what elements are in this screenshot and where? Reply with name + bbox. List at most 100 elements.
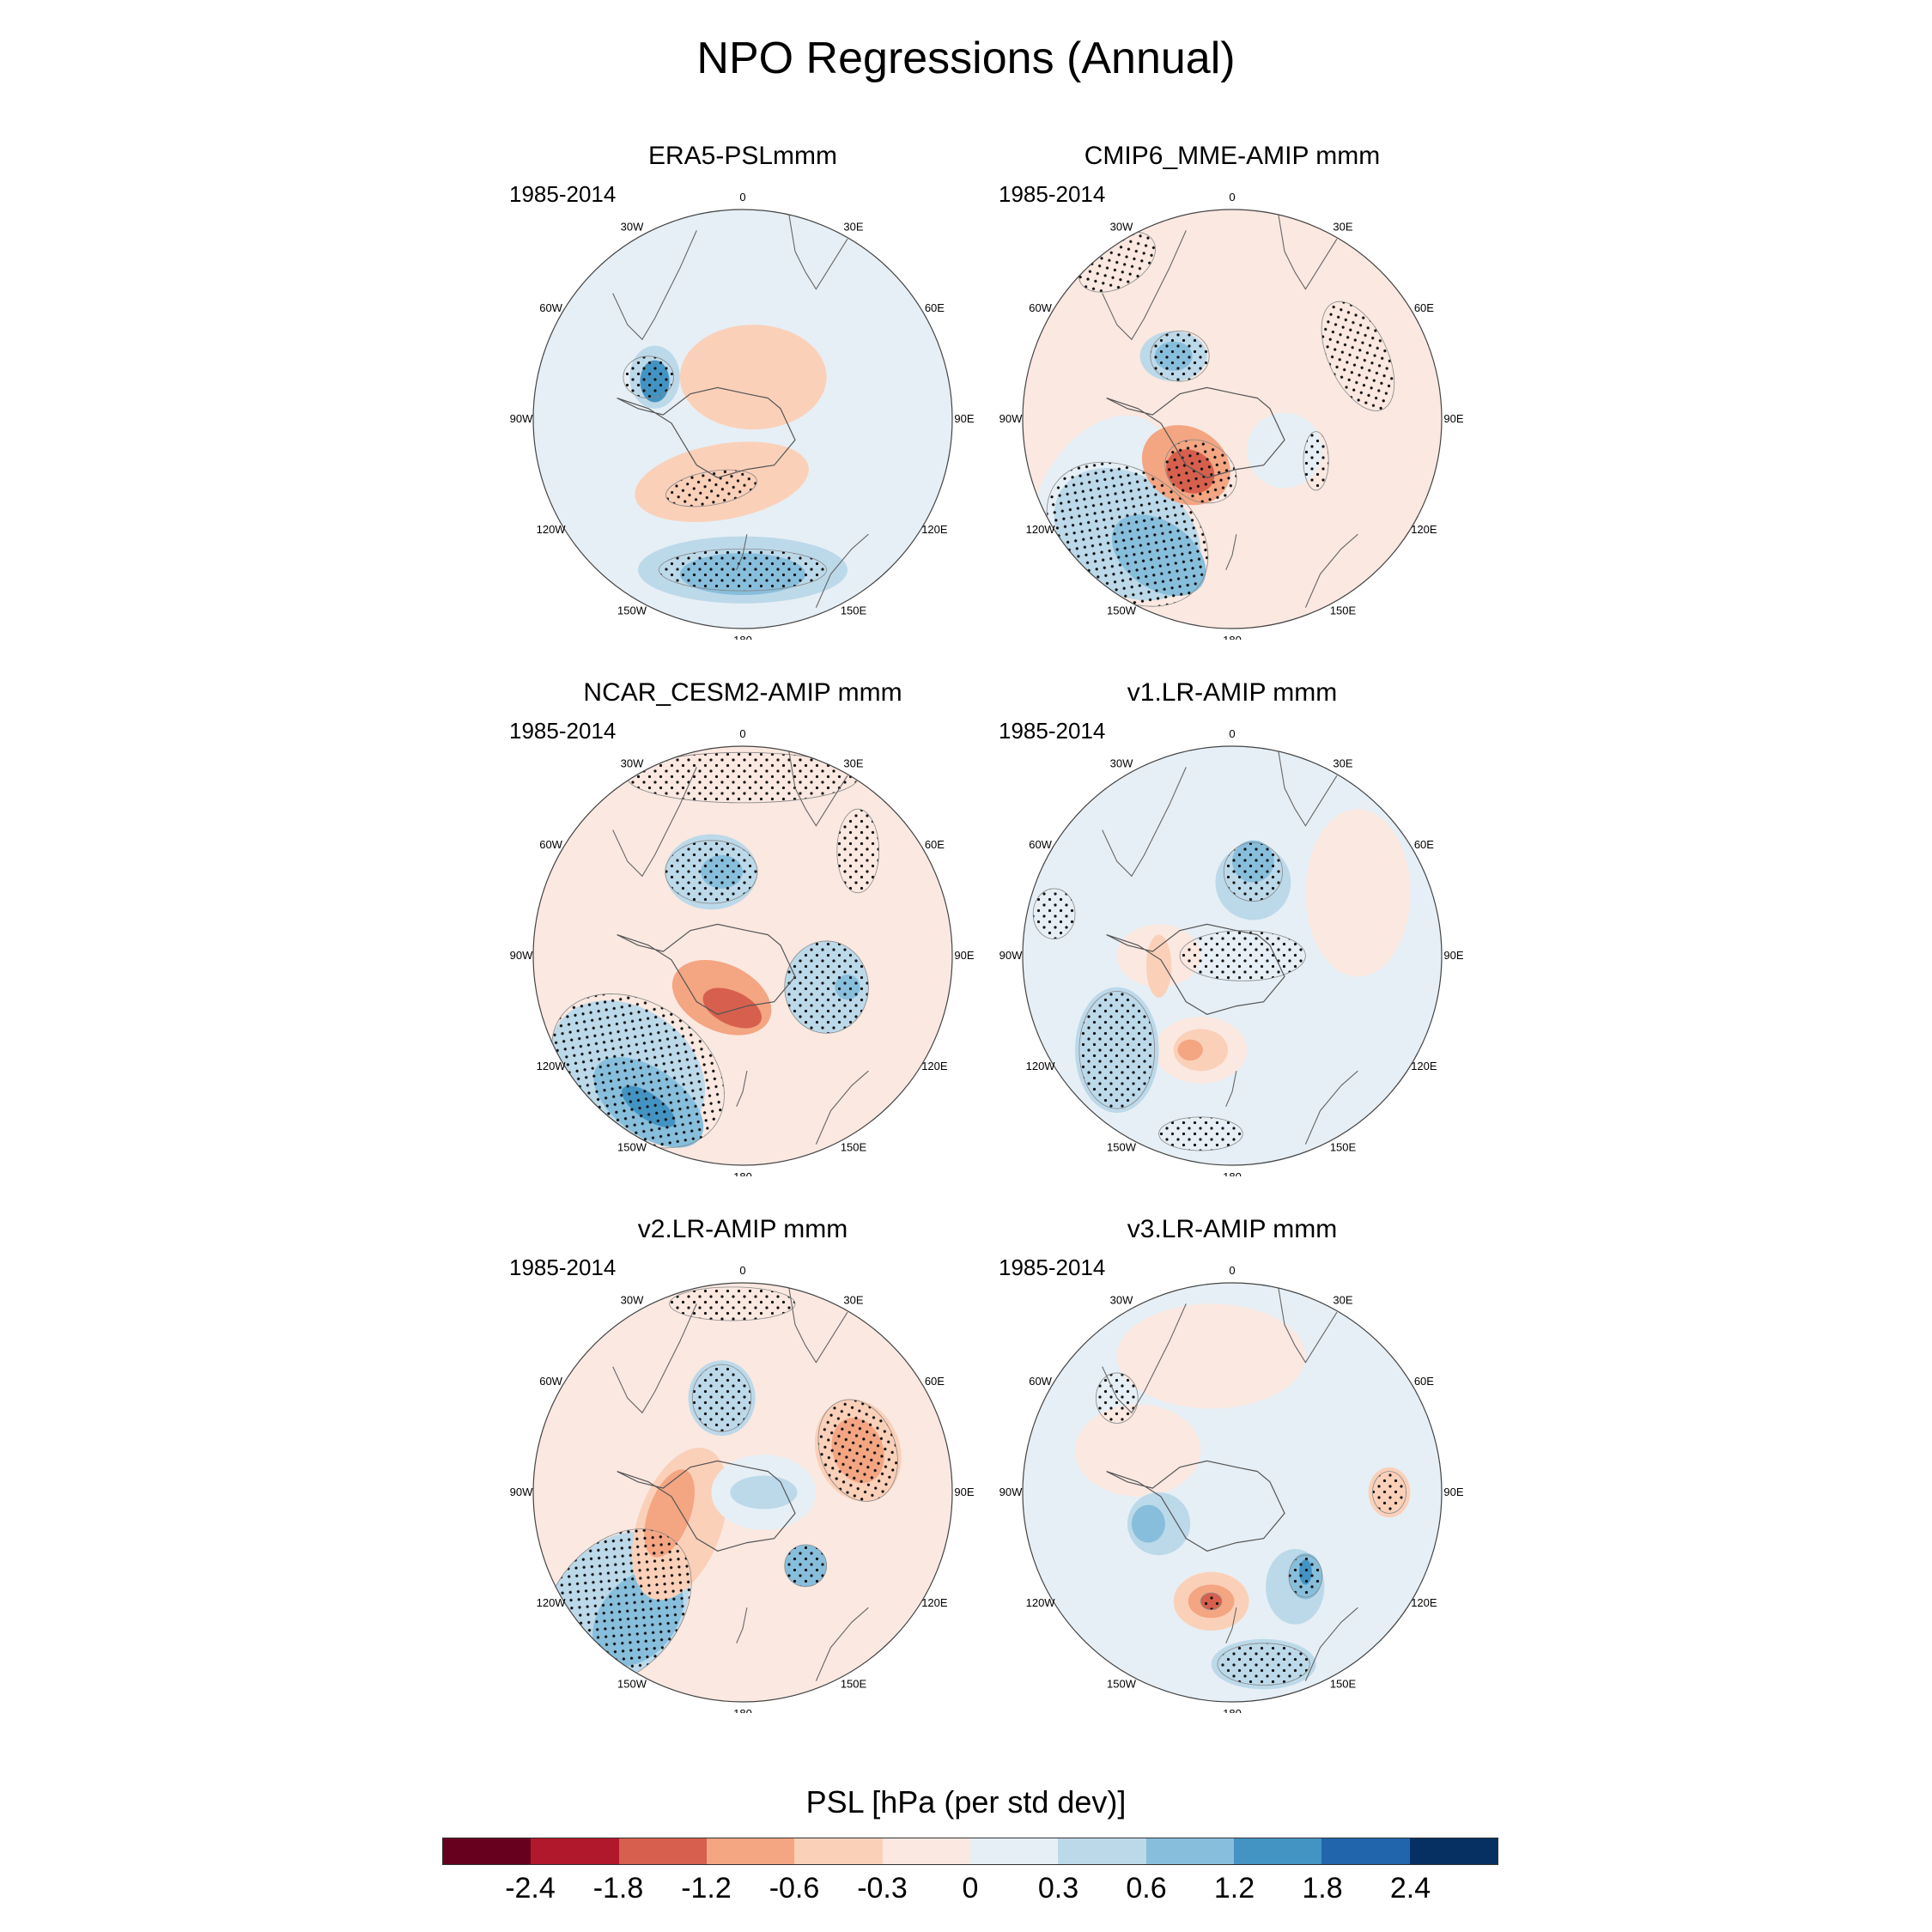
map-border	[1022, 745, 1443, 1166]
colorbar-tick-label: -1.8	[592, 1872, 644, 1905]
longitude-label: 120W	[1026, 1596, 1056, 1609]
longitude-label: 0	[1229, 1264, 1235, 1277]
longitude-label: 30W	[1110, 221, 1133, 234]
map-panel-v2lr: v2.LR-AMIP mmm 1985-2014 0 30E 60E 90E 120E 150…	[485, 1215, 1000, 1713]
significance-stipple	[1078, 991, 1156, 1109]
longitude-label: 30W	[1110, 1294, 1133, 1307]
significance-stipple	[1032, 888, 1076, 939]
anomaly-contour	[730, 1475, 798, 1510]
africa-coast	[1278, 750, 1338, 827]
map-border	[532, 745, 953, 1166]
panel-title: v3.LR-AMIP mmm	[1127, 1215, 1338, 1243]
south-america-coast	[1102, 767, 1187, 878]
longitude-label: 120E	[1411, 1060, 1437, 1072]
colorbar-box	[882, 1838, 970, 1864]
map-border	[1022, 209, 1443, 629]
longitude-label: 120W	[537, 1596, 567, 1609]
significance-stipple	[1179, 930, 1306, 981]
longitude-label: 150W	[1107, 1677, 1137, 1690]
colorbar-title: PSL [hPa (per std dev)]	[805, 1784, 1127, 1820]
anomaly-contour	[1075, 1404, 1201, 1497]
anomaly-contour	[1116, 1303, 1306, 1409]
new-zealand-coast	[1225, 534, 1237, 570]
colorbar-box	[1145, 1838, 1234, 1864]
map-panel-cmip6: CMIP6_MME-AMIP mmm 1985-2014 0 30E 60E 90E 120…	[975, 142, 1490, 640]
colorbar-tick-label: 0.6	[1126, 1872, 1167, 1905]
longitude-label: 90E	[1443, 949, 1463, 962]
significance-stipple	[692, 1364, 752, 1432]
polar-map: 0 30E 60E 90E 120E 150E 180 150W 120W 90W 60W 30W	[510, 191, 975, 640]
panel-title: v1.LR-AMIP mmm	[1127, 678, 1338, 707]
polar-map: 0 30E 60E 90E 120E 150E 180 150W 120W 90W 60W 30W	[510, 1264, 975, 1713]
longitude-label: 120W	[1026, 1060, 1056, 1072]
longitude-label: 180	[1223, 1170, 1242, 1176]
longitude-label: 60E	[925, 1375, 945, 1388]
significance-stipple	[1372, 1471, 1406, 1514]
significance-stipple	[836, 808, 880, 894]
longitude-label: 60E	[1414, 301, 1434, 314]
longitude-label: 60W	[539, 838, 562, 851]
period-label: 1985-2014	[999, 718, 1106, 744]
map-panel-era5: ERA5-PSLmmm 1985-2014 0 30E 60E 90E 120E 150E 18…	[485, 142, 1000, 640]
colorbar-tick-label: -2.4	[505, 1872, 556, 1905]
longitude-label: 120W	[1026, 523, 1056, 536]
south-america-coast	[612, 230, 697, 341]
period-label: 1985-2014	[509, 1255, 617, 1280]
main-title: NPO Regressions (Annual)	[696, 33, 1236, 83]
significance-stipple	[1321, 301, 1395, 411]
longitude-label: 30E	[843, 757, 863, 770]
colorbar-tick-label: 1.8	[1302, 1872, 1343, 1905]
longitude-label: 150W	[617, 1677, 647, 1690]
map-border	[1022, 1282, 1443, 1703]
significance-stipple	[1217, 1643, 1310, 1686]
period-label: 1985-2014	[999, 1255, 1106, 1280]
longitude-label: 120E	[1411, 1596, 1437, 1609]
colorbar-tick-label: 2.4	[1389, 1872, 1431, 1905]
new-zealand-coast	[1225, 1071, 1237, 1107]
longitude-label: 60E	[925, 301, 945, 314]
antarctica-coastline	[617, 386, 796, 478]
significance-stipple	[784, 1544, 828, 1588]
south-america-coast	[612, 1303, 697, 1414]
longitude-label: 30E	[843, 221, 863, 234]
significance-stipple	[1150, 331, 1210, 382]
africa-coast	[788, 1286, 848, 1364]
longitude-label: 180	[1223, 1707, 1242, 1713]
polar-map: 0 30E 60E 90E 120E 150E 180 150W 120W 90W 60W 30W	[510, 727, 975, 1176]
new-zealand-coast	[736, 1607, 748, 1643]
antarctica-coastline	[1106, 1460, 1285, 1552]
longitude-label: 150W	[617, 604, 647, 617]
colorbar	[442, 1838, 1498, 1865]
longitude-label: 120E	[921, 1596, 948, 1609]
colorbar-tick-label: -0.3	[857, 1872, 908, 1905]
significance-stipple	[627, 751, 859, 804]
australia-coast	[1304, 1607, 1358, 1681]
period-label: 1985-2014	[999, 181, 1106, 207]
longitude-label: 90W	[999, 949, 1023, 962]
longitude-label: 180	[733, 1170, 752, 1176]
longitude-label: 90W	[510, 412, 533, 425]
longitude-label: 90W	[510, 949, 533, 962]
colorbar-tick-label: 0.3	[1037, 1872, 1079, 1905]
longitude-label: 90E	[954, 1485, 974, 1498]
polar-map: 0 30E 60E 90E 120E 150E 180 150W 120W 90W 60W 30W	[999, 727, 1464, 1176]
new-zealand-coast	[1225, 1607, 1237, 1643]
longitude-label: 150E	[841, 604, 867, 617]
longitude-label: 60W	[1029, 1375, 1052, 1388]
significance-stipple	[1288, 1554, 1323, 1598]
colorbar-box	[706, 1838, 795, 1864]
longitude-label: 180	[733, 1707, 752, 1713]
longitude-label: 30W	[621, 757, 644, 770]
significance-stipple	[817, 1399, 898, 1502]
longitude-label: 90E	[1443, 1485, 1463, 1498]
longitude-label: 60E	[1414, 838, 1434, 851]
longitude-label: 150E	[1330, 604, 1357, 617]
colorbar-tick-labels: -2.4 -1.8 -1.2 -0.6 -0.3 0 0.3 0.6 1.2 1.8 2.4	[442, 1872, 1498, 1915]
australia-coast	[1304, 1070, 1358, 1145]
longitude-label: 60E	[1414, 1375, 1434, 1388]
longitude-label: 90E	[954, 949, 974, 962]
longitude-label: 60W	[1029, 838, 1052, 851]
longitude-label: 30E	[1333, 221, 1352, 234]
anomaly-contour	[679, 325, 827, 430]
map-panel-cesm2: NCAR_CESM2-AMIP mmm 1985-2014 0 30E 60E 90E 12…	[485, 678, 1000, 1176]
